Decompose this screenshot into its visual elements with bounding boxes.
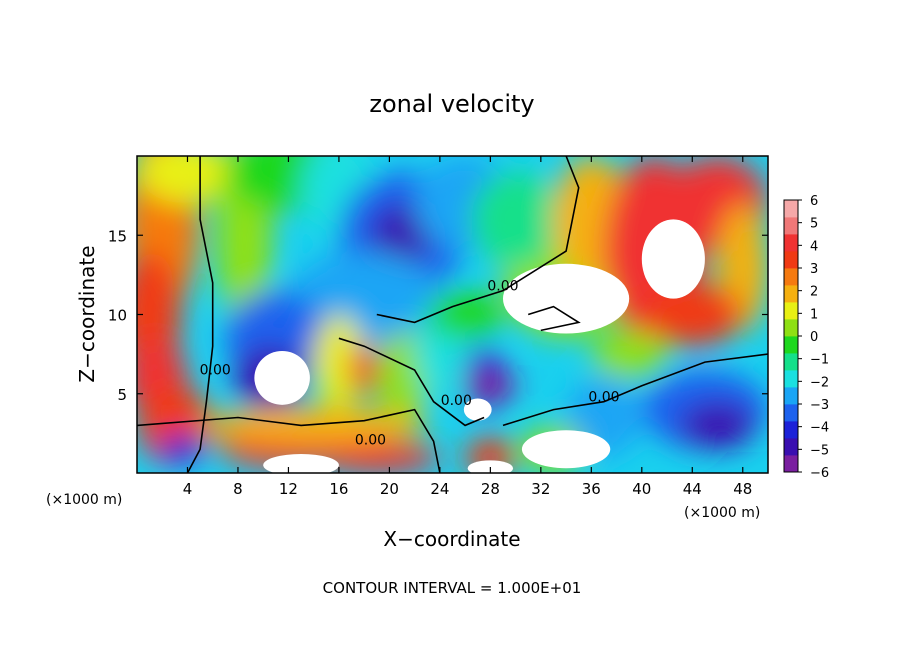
field-region xyxy=(200,406,428,445)
colorbar-swatch xyxy=(784,217,798,235)
colorbar-swatch xyxy=(784,421,798,439)
colorbar-swatch xyxy=(784,336,798,354)
colorbar-tick-label: 1 xyxy=(810,307,818,322)
x-tick-label: 28 xyxy=(481,480,500,498)
colorbar-swatch xyxy=(784,268,798,286)
y-tick-label: 15 xyxy=(108,227,127,245)
colorbar-swatch xyxy=(784,319,798,337)
colorbar-tick-label: 3 xyxy=(810,262,818,277)
x-axis-label: X−coordinate xyxy=(383,527,520,551)
x-tick-label: 8 xyxy=(233,480,243,498)
y-tick-label: 5 xyxy=(117,386,127,404)
colorbar-swatch xyxy=(784,302,798,320)
saturated-region xyxy=(521,430,611,469)
field-region xyxy=(313,314,365,410)
colorbar-tick-label: 2 xyxy=(810,285,818,300)
contour-line xyxy=(186,156,214,473)
x-tick-label: 44 xyxy=(683,480,702,498)
field-region xyxy=(641,282,743,347)
field-region xyxy=(349,344,380,396)
contour-line xyxy=(137,408,441,473)
contour-line xyxy=(527,305,581,332)
field-region xyxy=(679,401,756,450)
colorbar: 6 5 4 3 2 1 0 −1 −2 −3 −4 −5 −6 xyxy=(783,194,829,481)
colorbar-tick-label: −3 xyxy=(810,398,829,413)
colorbar-tick-label: −2 xyxy=(810,375,829,390)
colorbar-tick-label: 0 xyxy=(810,330,818,345)
colorbar-tick-label: 5 xyxy=(810,217,818,232)
colorbar-tick-label: −6 xyxy=(810,466,829,481)
contour-label: 0.00 xyxy=(355,432,386,448)
field-region xyxy=(465,366,516,405)
field-region xyxy=(591,330,668,378)
x-tick-label: 24 xyxy=(430,480,449,498)
x-axis-ticks: 4 8 12 16 20 24 28 32 36 40 44 48 xyxy=(183,156,752,498)
contour-line xyxy=(376,156,580,324)
contour-line xyxy=(338,337,485,427)
x-tick-label: 48 xyxy=(733,480,752,498)
y-axis-label: Z−coordinate xyxy=(75,245,99,382)
contour-label: 0.00 xyxy=(200,363,231,379)
contour-labels: 0.00 0.00 0.00 0.00 0.00 xyxy=(200,279,620,449)
colorbar-tick-label: −4 xyxy=(810,421,829,436)
x-tick-label: 16 xyxy=(329,480,348,498)
colorbar-tick-label: 6 xyxy=(810,194,818,209)
x-tick-label: 12 xyxy=(279,480,298,498)
field-region xyxy=(471,171,560,267)
colorbar-tick-label: −5 xyxy=(810,443,829,458)
field-region xyxy=(376,330,428,426)
x-axis-unit: (×1000 m) xyxy=(684,505,760,521)
colorbar-swatch xyxy=(784,455,798,473)
field-region xyxy=(162,433,201,466)
contour-label: 0.00 xyxy=(441,393,472,409)
y-axis-unit: (×1000 m) xyxy=(46,492,122,508)
x-tick-label: 32 xyxy=(531,480,550,498)
field-region xyxy=(137,156,238,204)
saturated-region xyxy=(463,398,492,421)
y-tick-label: 10 xyxy=(108,307,127,325)
saturated-region xyxy=(467,460,514,473)
saturated-region xyxy=(254,350,310,405)
saturated-region xyxy=(502,263,630,334)
colorbar-swatch xyxy=(784,353,798,371)
chart-title: zonal velocity xyxy=(369,90,534,118)
colorbar-swatch xyxy=(784,285,798,303)
x-tick-label: 4 xyxy=(183,480,193,498)
contour-line xyxy=(502,353,768,427)
x-tick-label: 20 xyxy=(380,480,399,498)
colorbar-tick-label: −1 xyxy=(810,353,829,368)
x-tick-label: 36 xyxy=(582,480,601,498)
y-axis-ticks: 5 10 15 xyxy=(108,227,768,404)
colorbar-tick-label: 4 xyxy=(810,239,818,254)
velocity-field xyxy=(137,156,768,473)
contour-label: 0.00 xyxy=(487,279,518,295)
colorbar-swatch xyxy=(784,404,798,422)
colorbar-swatch xyxy=(784,234,798,252)
contour-interval-note: CONTOUR INTERVAL = 1.000E+01 xyxy=(323,579,582,597)
field-region xyxy=(427,290,503,339)
colorbar-swatch xyxy=(784,370,798,388)
field-region xyxy=(313,441,440,473)
saturated-region xyxy=(263,453,339,473)
colorbar-swatch xyxy=(784,251,798,269)
colorbar-swatch xyxy=(784,438,798,456)
saturated-region xyxy=(641,219,705,299)
colorbar-swatch xyxy=(784,387,798,405)
colorbar-swatch xyxy=(784,200,798,218)
x-tick-label: 40 xyxy=(632,480,651,498)
contour-label: 0.00 xyxy=(588,390,619,406)
